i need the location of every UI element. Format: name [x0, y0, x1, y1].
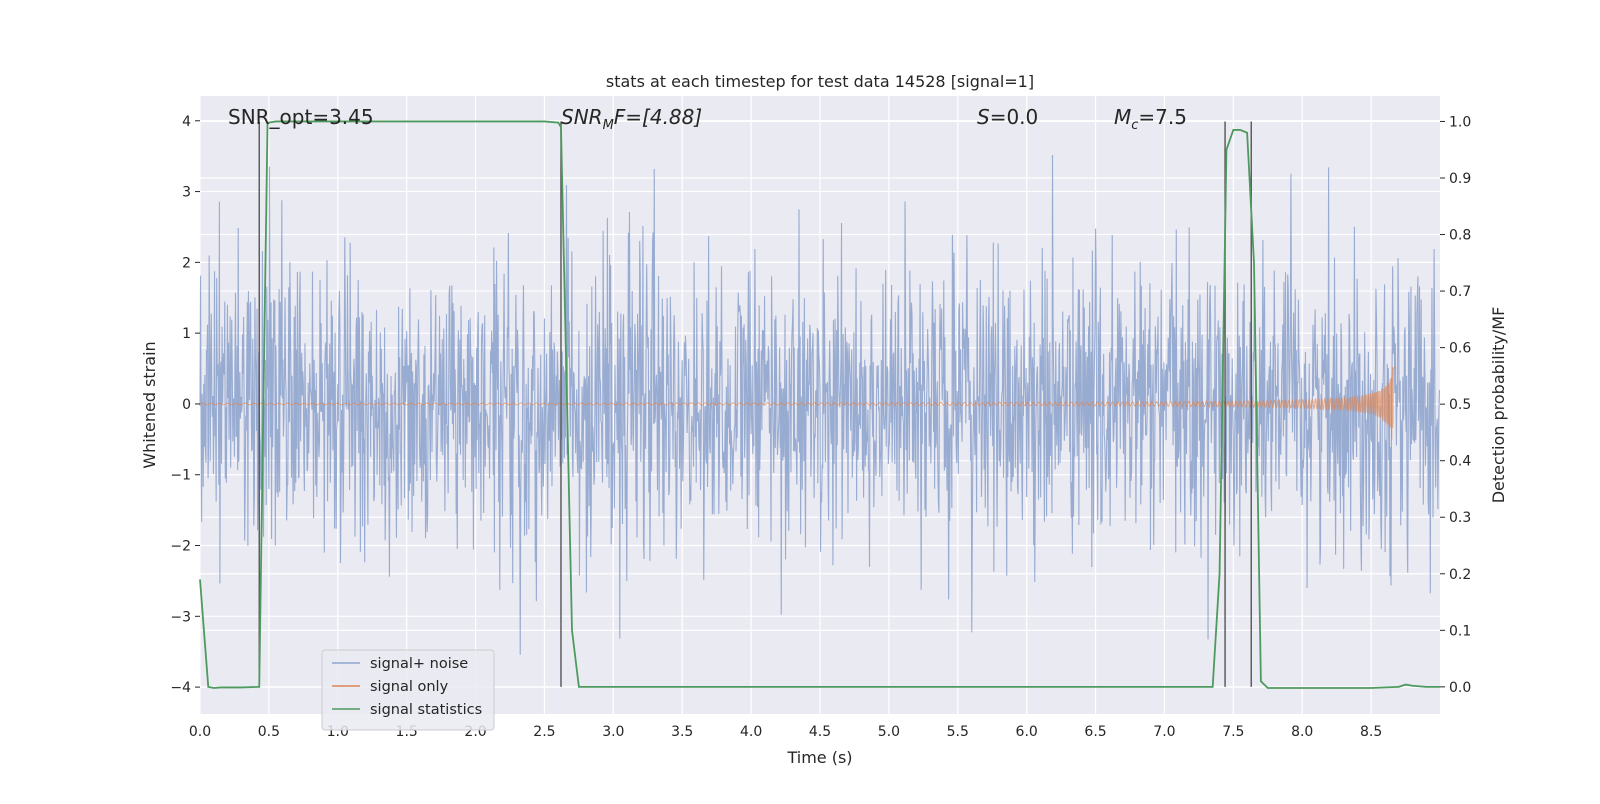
- left-y-tick-label: 4: [182, 114, 191, 130]
- left-y-axis-label: Whitened strain: [140, 341, 159, 468]
- left-y-tick-label: 1: [182, 326, 191, 342]
- legend-label-signal-only: signal only: [370, 679, 449, 695]
- signal-statistics-line: [199, 120, 1440, 689]
- right-y-tick-label: 0.3: [1449, 510, 1471, 526]
- x-tick-label: 7.0: [1153, 724, 1175, 740]
- left-y-tick-label: 0: [182, 397, 191, 413]
- left-y-tick-label: −4: [170, 680, 191, 696]
- right-y-tick-labels: 0.0 0.1 0.2 0.3 0.4 0.5 0.6 0.7 0.8 0.9 1.0: [1440, 114, 1471, 696]
- x-tick-label: 6.0: [1016, 724, 1038, 740]
- left-y-tick-label: 2: [182, 255, 191, 271]
- right-y-tick-label: 0.5: [1449, 397, 1471, 413]
- legend-label-signal-plus-noise: signal+ noise: [370, 656, 468, 672]
- signal-only-line: [199, 366, 1396, 440]
- signal-plus-noise-series: [199, 155, 1441, 655]
- signal-only-series: [199, 366, 1396, 440]
- left-y-tick-labels: −4 −3 −2 −1 0 1 2 3 4: [170, 114, 200, 696]
- x-tick-label: 2.5: [533, 724, 555, 740]
- legend-label-signal-statistics: signal statistics: [370, 702, 482, 718]
- right-y-tick-label: 0.9: [1449, 171, 1471, 187]
- signal-statistics-series: [199, 120, 1440, 689]
- annotation-snr-mf: SNRMF=[4.88]: [561, 105, 702, 133]
- annotation-snr-mf-main: SNR: [561, 105, 603, 129]
- x-tick-label: 4.5: [809, 724, 831, 740]
- left-y-tick-label: −2: [170, 539, 191, 555]
- x-tick-label: 6.5: [1084, 724, 1106, 740]
- x-tick-label: 3.0: [602, 724, 624, 740]
- x-tick-label: 5.0: [878, 724, 900, 740]
- signal-plus-noise-line: [199, 155, 1441, 655]
- left-y-tick-label: −3: [170, 609, 191, 625]
- left-y-tick-label: 3: [182, 185, 191, 201]
- annotation-s-rest: =0.0: [990, 105, 1039, 129]
- left-y-tick-label: −1: [170, 468, 191, 484]
- annotation-mc-sub: c: [1131, 118, 1138, 133]
- annotation-mc-rest: =7.5: [1138, 105, 1187, 129]
- x-tick-label: 0.5: [258, 724, 280, 740]
- annotation-snr-mf-sub: M: [603, 118, 614, 133]
- legend-box: [321, 649, 495, 731]
- right-y-axis-label: Detection probability/MF: [1489, 307, 1508, 504]
- x-tick-label: 8.5: [1360, 724, 1382, 740]
- x-tick-label: 0.0: [189, 724, 211, 740]
- annotation-mc-main: M: [1114, 105, 1131, 129]
- annotation-s: S=0.0: [977, 105, 1038, 129]
- chart-title: stats at each timestep for test data 145…: [606, 72, 1034, 91]
- right-y-tick-label: 0.8: [1449, 228, 1471, 244]
- x-tick-label: 3.5: [671, 724, 693, 740]
- x-tick-labels: 0.0 0.5 1.0 1.5 2.0 2.5 3.0 3.5 4.0 4.5 5.0 5.5 6.0 6…: [189, 724, 1382, 740]
- legend: signal+ noise signal only signal statist…: [321, 649, 495, 731]
- x-tick-label: 7.5: [1222, 724, 1244, 740]
- annotation-mc: Mc=7.5: [1114, 105, 1187, 133]
- right-y-tick-label: 0.1: [1449, 623, 1471, 639]
- right-y-tick-label: 0.4: [1449, 454, 1471, 470]
- right-y-tick-label: 0.2: [1449, 567, 1471, 583]
- x-tick-label: 8.0: [1291, 724, 1313, 740]
- x-axis-label: Time (s): [786, 748, 852, 767]
- x-tick-label: 4.0: [740, 724, 762, 740]
- annotation-s-main: S: [977, 105, 990, 129]
- x-tick-label: 5.5: [947, 724, 969, 740]
- right-y-tick-label: 0.6: [1449, 341, 1471, 357]
- right-y-tick-label: 1.0: [1449, 114, 1471, 130]
- annotation-snr-mf-rest: F=[4.88]: [614, 105, 702, 129]
- annotation-snr-opt: SNR_opt=3.45: [228, 105, 374, 129]
- right-y-tick-label: 0.7: [1449, 284, 1471, 300]
- right-y-tick-label: 0.0: [1449, 680, 1471, 696]
